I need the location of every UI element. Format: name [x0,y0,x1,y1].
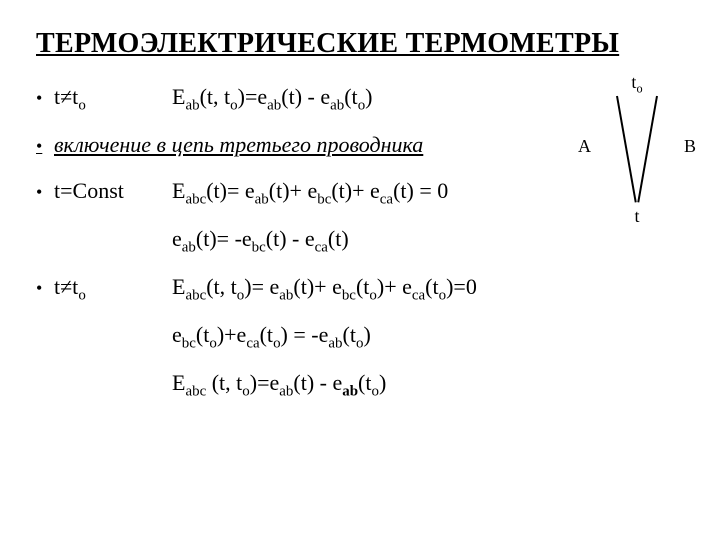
bullet-icon: • [36,279,54,297]
bullet-icon: • [36,137,54,155]
bullet-icon: • [36,183,54,201]
page-title: ТЕРМОЭЛЕКТРИЧЕСКИЕ ТЕРМОМЕТРЫ [36,28,684,60]
equation: ebc(to)+eca(to) = -eab(to) [172,324,684,346]
subheading-text: включение в цепь третьего проводника [54,134,423,156]
diagram-label-to: to [631,72,642,93]
equation: Eabc (t, to)=eab(t) - eab(to) [172,372,684,394]
diagram-wire-b [637,96,658,203]
thermocouple-diagram: to A B t [582,72,692,232]
equation: Eabc(t, to)= eab(t)+ ebc(to)+ eca(to)=0 [172,276,684,298]
slide: ТЕРМОЭЛЕКТРИЧЕСКИЕ ТЕРМОМЕТРЫ • t≠to Eab… [0,0,720,540]
condition: t=Const [54,180,172,202]
equation-row: • t≠to Eabc(t, to)= eab(t)+ ebc(to)+ eca… [36,276,684,298]
diagram-label-t: t [634,206,639,227]
condition: t≠to [54,86,172,108]
diagram-label-a: A [578,136,591,157]
condition: t≠to [54,276,172,298]
diagram-wire-a [616,96,637,203]
bullet-icon: • [36,89,54,107]
diagram-label-b: B [684,136,696,157]
